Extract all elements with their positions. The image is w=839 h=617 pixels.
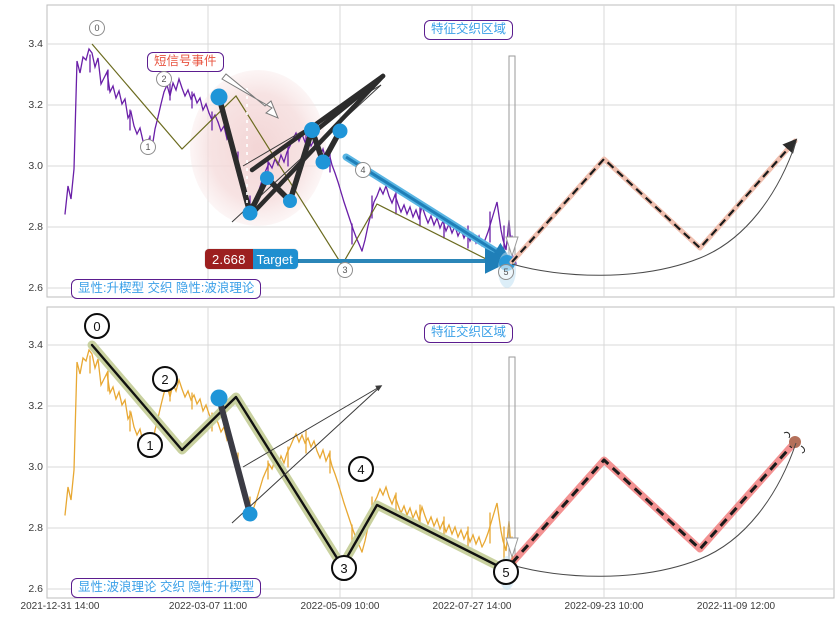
- blue-marker-connector-bottom: [216, 395, 253, 517]
- y-tick-top-1: 3.2: [28, 99, 43, 111]
- y-axis-top: 3.4 3.2 3.0 2.8 2.6: [0, 0, 43, 300]
- x-tick-3: 2022-07-27 14:00: [432, 601, 512, 612]
- y-tick-bottom-2: 3.0: [28, 461, 43, 473]
- zone-label-top[interactable]: 特征交织区域: [424, 20, 514, 40]
- bottom-plot-canvas: [46, 306, 835, 599]
- wave-label-5-bottom[interactable]: 5: [493, 559, 519, 585]
- forecast-curve-top: [511, 141, 797, 276]
- wave-label-3-bottom[interactable]: 3: [331, 555, 357, 581]
- grid-lines-bottom: [46, 306, 835, 599]
- wave-label-1-bottom[interactable]: 1: [137, 432, 163, 458]
- blue-markers-top: [210, 88, 348, 221]
- legend-box-bottom[interactable]: 显性:波浪理论 交织 隐性:升楔型: [71, 578, 262, 598]
- x-tick-5: 2022-11-09 12:00: [696, 601, 776, 612]
- chart-panel-bottom[interactable]: 3.4 3.2 3.0 2.8 2.6 特征交织区域 显性:波浪理论 交织 隐性…: [0, 305, 839, 600]
- forecast-end-dot: [789, 436, 801, 448]
- wave-label-0-bottom[interactable]: 0: [84, 313, 110, 339]
- chart-panel-top[interactable]: 3.4 3.2 3.0 2.8 2.6 短信号事件 特征交织区域 显性:升楔型 …: [0, 0, 839, 300]
- zone-label-bottom[interactable]: 特征交织区域: [424, 323, 514, 343]
- wave5-down-arrow: [505, 236, 519, 258]
- y-tick-bottom-4: 2.6: [28, 583, 43, 595]
- y-tick-top-0: 3.4: [28, 38, 43, 50]
- y-axis-bottom: 3.4 3.2 3.0 2.8 2.6: [0, 305, 43, 600]
- wave-zigzag-bottom: [90, 343, 500, 568]
- downtrend-channel-blue: [342, 153, 512, 262]
- y-tick-top-3: 2.8: [28, 221, 43, 233]
- y-tick-top-2: 3.0: [28, 160, 43, 172]
- forecast-end-tick: [783, 431, 805, 454]
- legend-box-top[interactable]: 显性:升楔型 交织 隐性:波浪理论: [71, 279, 262, 299]
- pattern-wedge-dark: [248, 73, 386, 218]
- grid-lines-top: [46, 4, 835, 298]
- rising-wedge-lines-bottom: [231, 385, 383, 524]
- forecast-projection-top: [509, 138, 798, 265]
- x-tick-0: 2021-12-31 14:00: [20, 601, 100, 612]
- wave-label-3-top[interactable]: 3: [337, 262, 353, 278]
- forecast-projection-bottom: [508, 438, 799, 567]
- event-label-box[interactable]: 短信号事件: [147, 52, 224, 72]
- y-tick-bottom-3: 2.8: [28, 522, 43, 534]
- target-badge[interactable]: 2.668 Target: [205, 249, 298, 269]
- blue-markers-bottom: [210, 389, 258, 522]
- wave-label-2-bottom[interactable]: 2: [152, 366, 178, 392]
- y-tick-bottom-1: 3.2: [28, 400, 43, 412]
- wave-label-5-top[interactable]: 5: [498, 264, 514, 280]
- event-callout-arrow: [221, 73, 279, 119]
- target-value: 2.668: [205, 249, 253, 269]
- x-tick-4: 2022-09-23 10:00: [564, 601, 644, 612]
- forecast-curve-bottom: [511, 442, 797, 577]
- y-tick-top-4: 2.6: [28, 282, 43, 294]
- wave-label-2-top[interactable]: 2: [156, 71, 172, 87]
- y-tick-bottom-0: 3.4: [28, 339, 43, 351]
- wave-zigzag-top: [91, 43, 499, 267]
- wave-label-4-bottom[interactable]: 4: [348, 456, 374, 482]
- x-tick-1: 2022-03-07 11:00: [168, 601, 248, 612]
- x-axis: 2021-12-31 14:00 2022-03-07 11:00 2022-0…: [0, 601, 839, 617]
- wave-label-0-top[interactable]: 0: [89, 20, 105, 36]
- wave5-down-arrow-bottom: [505, 537, 519, 559]
- wave-label-4-top[interactable]: 4: [355, 162, 371, 178]
- wave-label-1-top[interactable]: 1: [140, 139, 156, 155]
- top-plot-canvas: [46, 4, 835, 298]
- target-label: Target: [252, 249, 298, 269]
- x-tick-2: 2022-05-09 10:00: [300, 601, 380, 612]
